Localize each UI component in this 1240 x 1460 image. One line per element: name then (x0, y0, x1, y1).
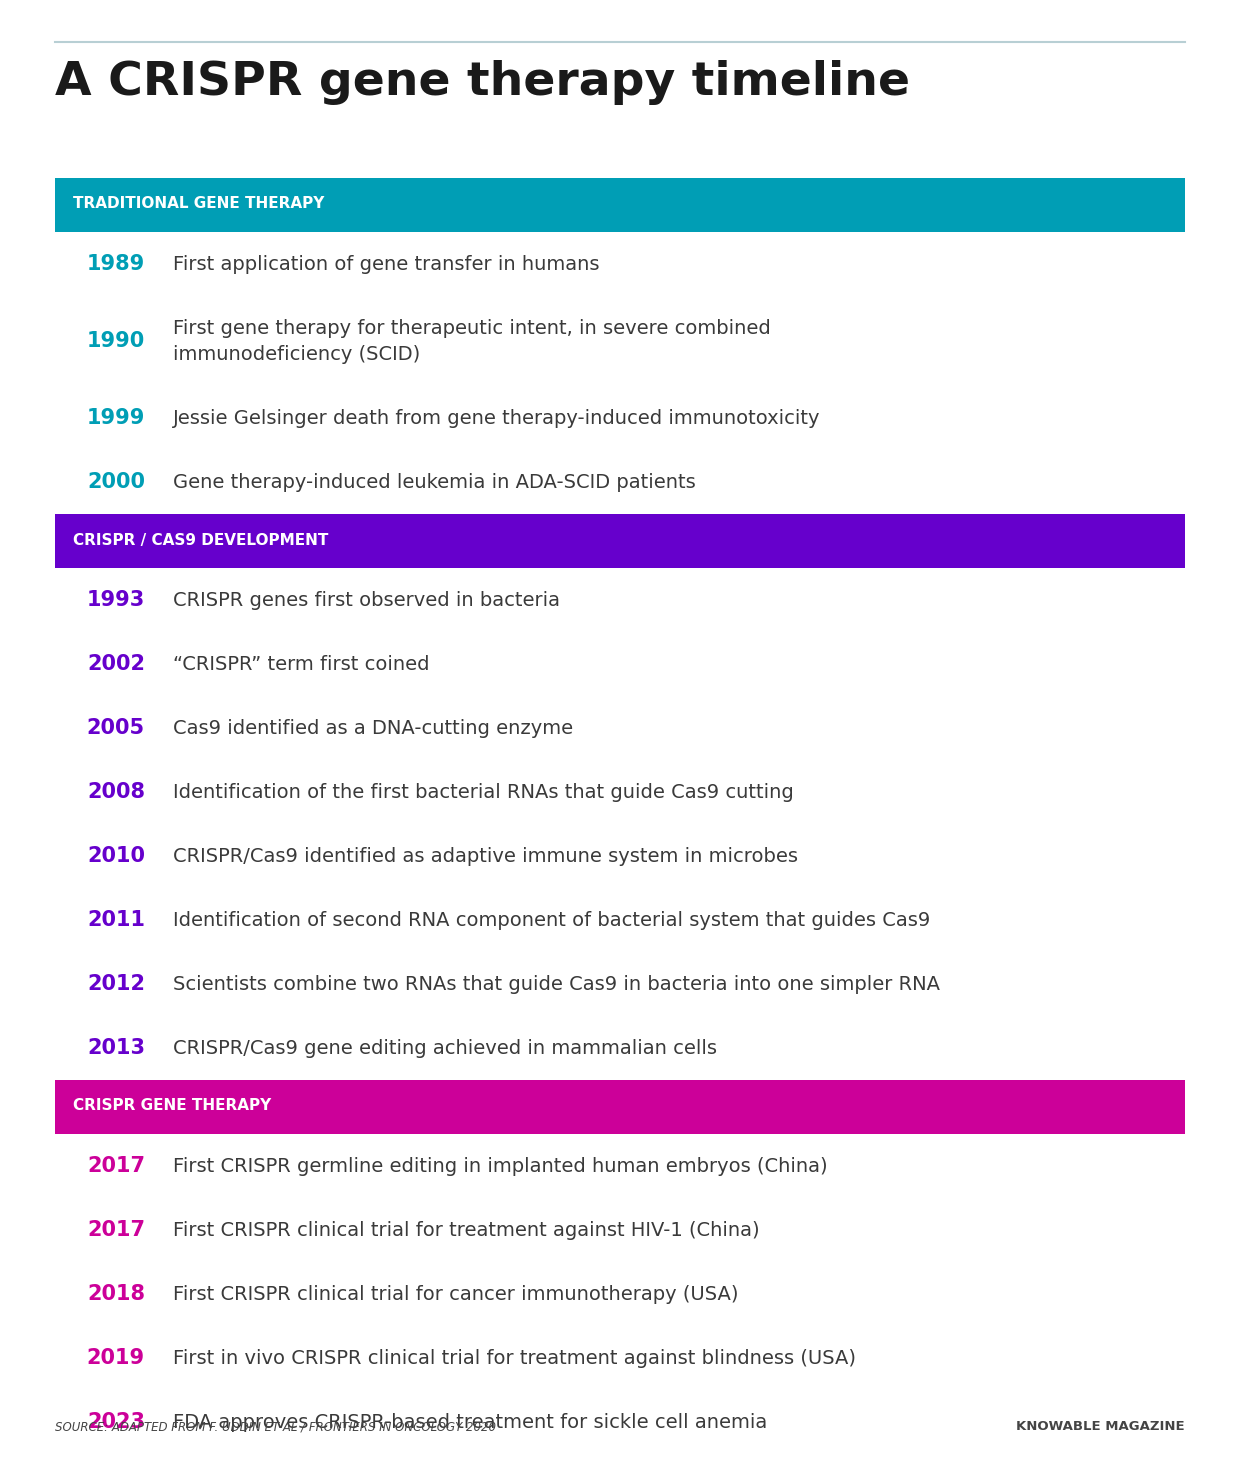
Text: 2010: 2010 (87, 845, 145, 866)
Text: immunodeficiency (SCID): immunodeficiency (SCID) (174, 345, 420, 364)
Text: Identification of the first bacterial RNAs that guide Cas9 cutting: Identification of the first bacterial RN… (174, 783, 794, 802)
Text: Jessie Gelsinger death from gene therapy-induced immunotoxicity: Jessie Gelsinger death from gene therapy… (174, 409, 821, 428)
Text: 2017: 2017 (87, 1156, 145, 1175)
Text: CRISPR GENE THERAPY: CRISPR GENE THERAPY (73, 1098, 272, 1114)
Text: 1993: 1993 (87, 590, 145, 610)
Text: First CRISPR clinical trial for treatment against HIV-1 (China): First CRISPR clinical trial for treatmen… (174, 1221, 760, 1240)
Text: A CRISPR gene therapy timeline: A CRISPR gene therapy timeline (55, 60, 910, 105)
Text: Scientists combine two RNAs that guide Cas9 in bacteria into one simpler RNA: Scientists combine two RNAs that guide C… (174, 974, 940, 993)
Text: 2000: 2000 (87, 472, 145, 492)
Text: First application of gene transfer in humans: First application of gene transfer in hu… (174, 254, 599, 273)
Text: FDA approves CRISPR-based treatment for sickle cell anemia: FDA approves CRISPR-based treatment for … (174, 1412, 768, 1431)
Text: First CRISPR clinical trial for cancer immunotherapy (USA): First CRISPR clinical trial for cancer i… (174, 1285, 739, 1304)
Text: SOURCE: ADAPTED FROM F. UDDIN ET AL / FRONTIERS IN ONCOLOGY 2020: SOURCE: ADAPTED FROM F. UDDIN ET AL / FR… (55, 1421, 496, 1434)
Text: First CRISPR germline editing in implanted human embryos (China): First CRISPR germline editing in implant… (174, 1156, 827, 1175)
Bar (55, 514, 1185, 568)
Text: 2005: 2005 (87, 718, 145, 737)
Text: 2012: 2012 (87, 974, 145, 994)
Text: CRISPR genes first observed in bacteria: CRISPR genes first observed in bacteria (174, 590, 560, 609)
Text: KNOWABLE MAGAZINE: KNOWABLE MAGAZINE (1017, 1421, 1185, 1434)
Text: 2002: 2002 (87, 654, 145, 675)
Text: 2023: 2023 (87, 1412, 145, 1432)
Text: First gene therapy for therapeutic intent, in severe combined: First gene therapy for therapeutic inten… (174, 318, 771, 337)
Text: 2019: 2019 (87, 1348, 145, 1368)
Text: Identification of second RNA component of bacterial system that guides Cas9: Identification of second RNA component o… (174, 911, 930, 930)
Text: Gene therapy-induced leukemia in ADA-SCID patients: Gene therapy-induced leukemia in ADA-SCI… (174, 473, 696, 492)
Text: 1999: 1999 (87, 407, 145, 428)
Text: 2011: 2011 (87, 910, 145, 930)
Text: 2017: 2017 (87, 1221, 145, 1240)
Text: “CRISPR” term first coined: “CRISPR” term first coined (174, 654, 429, 673)
Text: 2013: 2013 (87, 1038, 145, 1058)
Text: Cas9 identified as a DNA-cutting enzyme: Cas9 identified as a DNA-cutting enzyme (174, 718, 573, 737)
Text: 2018: 2018 (87, 1283, 145, 1304)
Text: CRISPR/Cas9 gene editing achieved in mammalian cells: CRISPR/Cas9 gene editing achieved in mam… (174, 1038, 717, 1057)
Text: TRADITIONAL GENE THERAPY: TRADITIONAL GENE THERAPY (73, 197, 325, 212)
Bar (55, 1080, 1185, 1134)
Text: 1989: 1989 (87, 254, 145, 274)
Text: 1990: 1990 (87, 331, 145, 350)
Text: CRISPR/Cas9 identified as adaptive immune system in microbes: CRISPR/Cas9 identified as adaptive immun… (174, 847, 799, 866)
Text: 2008: 2008 (87, 783, 145, 802)
Text: CRISPR / CAS9 DEVELOPMENT: CRISPR / CAS9 DEVELOPMENT (73, 533, 329, 548)
Text: First in vivo CRISPR clinical trial for treatment against blindness (USA): First in vivo CRISPR clinical trial for … (174, 1349, 856, 1368)
Bar (55, 178, 1185, 232)
